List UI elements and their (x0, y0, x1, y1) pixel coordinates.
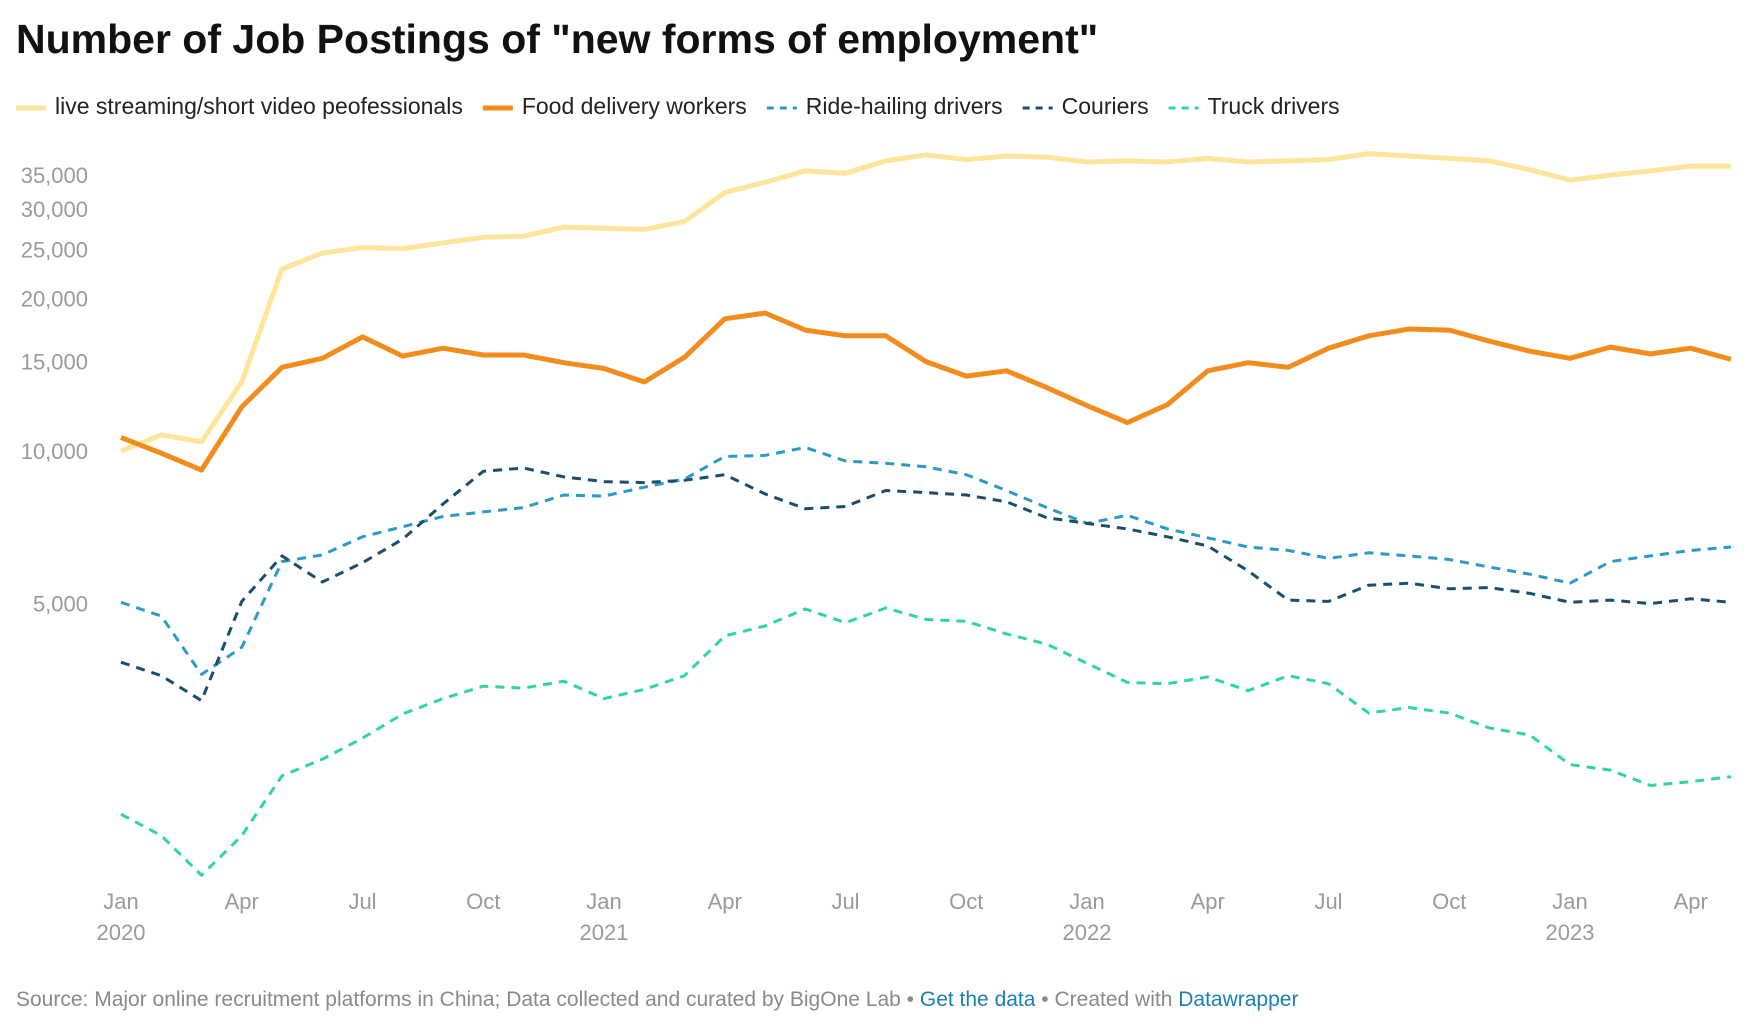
created-with: Created with (1054, 988, 1173, 1011)
y-tick-label: 30,000 (21, 197, 88, 222)
y-tick-label: 20,000 (21, 286, 88, 311)
legend-label: Ride-hailing drivers (806, 93, 1003, 119)
x-tick-label: Jul (831, 889, 859, 914)
legend-label: Food delivery workers (522, 93, 747, 119)
x-tick-label: Oct (1432, 889, 1466, 914)
x-tick-label: Jan (103, 889, 138, 914)
x-tick-label: Oct (466, 889, 500, 914)
y-tick-label: 25,000 (21, 237, 88, 262)
x-tick-label: Apr (1674, 889, 1708, 914)
x-tick-year: 2022 (1063, 920, 1112, 945)
y-tick-label: 15,000 (21, 350, 88, 375)
x-tick-label: Apr (225, 889, 259, 914)
separator: • (1041, 988, 1049, 1011)
x-tick-label: Jan (1069, 889, 1104, 914)
x-tick-year: 2021 (580, 920, 629, 945)
x-tick-label: Jul (1314, 889, 1342, 914)
legend-label: Truck drivers (1208, 93, 1340, 119)
x-tick-label: Jan (586, 889, 621, 914)
y-tick-label: 5,000 (33, 592, 88, 617)
y-tick-label: 10,000 (21, 439, 88, 464)
source: Source: Major online recruitment platfor… (16, 988, 901, 1011)
get-data-link[interactable]: Get the data (919, 988, 1036, 1011)
x-tick-label: Jan (1552, 889, 1587, 914)
series-line (120, 446, 1732, 676)
legend-label: live streaming/short video peofessionals (55, 93, 463, 119)
series-line (120, 151, 1731, 454)
x-tick-label: Oct (949, 889, 983, 914)
x-tick-label: Jul (348, 889, 376, 914)
series-line (120, 466, 1732, 703)
x-tick-year: 2020 (97, 920, 146, 945)
series-line (120, 606, 1732, 877)
chart-title: Number of Job Postings of "new forms of … (16, 16, 1098, 62)
legend-label: Couriers (1062, 93, 1149, 119)
separator: • (906, 988, 915, 1011)
x-tick-label: Apr (1191, 889, 1225, 914)
footer: Source: Major online recruitment platfor… (16, 988, 1298, 1012)
series-line (120, 310, 1732, 473)
x-tick-year: 2023 (1546, 920, 1595, 945)
x-tick-label: Apr (708, 889, 742, 914)
datawrapper-link[interactable]: Datawrapper (1178, 988, 1299, 1011)
y-tick-label: 35,000 (21, 163, 88, 188)
